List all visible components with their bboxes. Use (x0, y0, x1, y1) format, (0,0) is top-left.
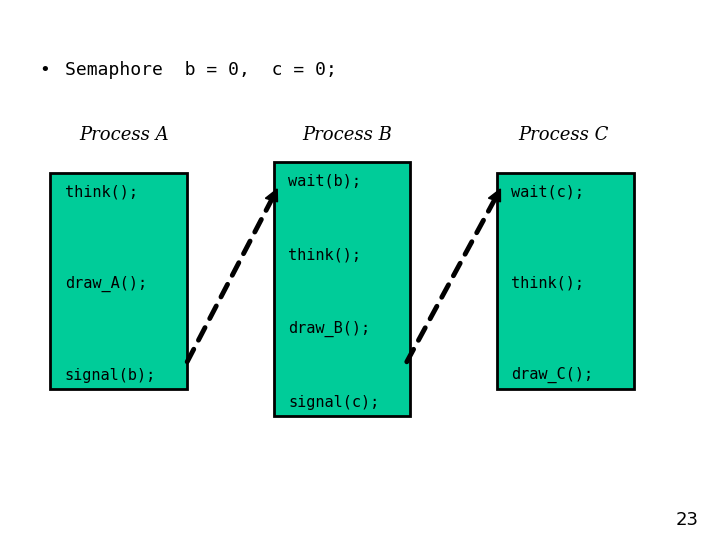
Text: Process B: Process B (302, 126, 392, 144)
Text: think();: think(); (65, 184, 138, 199)
Text: think();: think(); (288, 247, 361, 262)
Text: signal(c);: signal(c); (288, 395, 379, 410)
Text: draw_A();: draw_A(); (65, 275, 147, 292)
Bar (50, 173, 187, 389)
Text: •: • (40, 61, 50, 79)
Polygon shape (488, 189, 500, 202)
Text: draw_B();: draw_B(); (288, 320, 370, 336)
Polygon shape (266, 189, 277, 202)
Text: Process A: Process A (79, 126, 168, 144)
Text: draw_C();: draw_C(); (511, 367, 593, 383)
Text: signal(b);: signal(b); (65, 368, 156, 383)
Text: Semaphore  b = 0,  c = 0;: Semaphore b = 0, c = 0; (65, 61, 337, 79)
Text: Process C: Process C (518, 126, 609, 144)
Bar (497, 173, 634, 389)
Text: 23: 23 (675, 511, 698, 529)
Text: wait(c);: wait(c); (511, 184, 584, 199)
Text: think();: think(); (511, 276, 584, 291)
Bar (274, 162, 410, 416)
Text: wait(b);: wait(b); (288, 173, 361, 188)
